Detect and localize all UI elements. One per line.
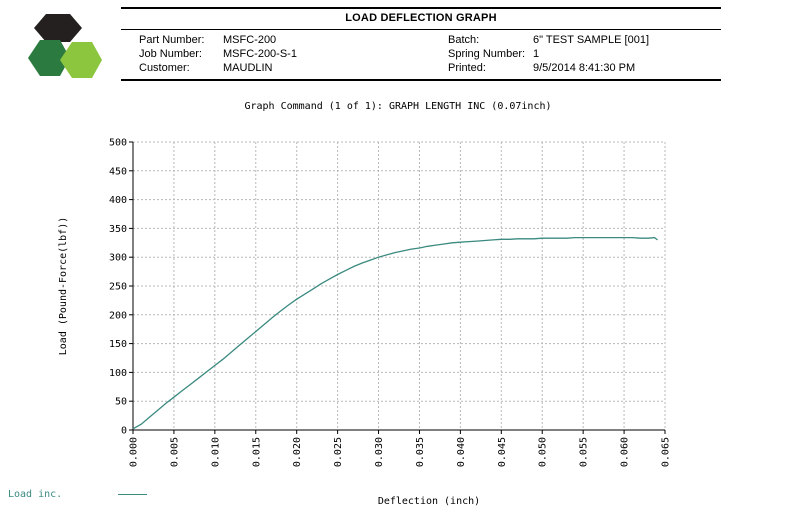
chart-axes — [129, 141, 666, 434]
title-divider — [121, 29, 721, 30]
y-tick-label: 300 — [109, 253, 127, 264]
x-tick-label: 0.040 — [456, 437, 467, 467]
batch-row: Batch: 6" TEST SAMPLE [001] — [448, 33, 718, 47]
logo-lime-hexagon — [60, 42, 102, 78]
y-tick-label: 150 — [109, 339, 127, 350]
y-axis-title: Load (Pound-Force(lbf)) — [58, 217, 69, 355]
x-tick-label: 0.065 — [661, 437, 672, 467]
y-tick-label: 500 — [109, 138, 127, 149]
report-title: LOAD DEFLECTION GRAPH — [345, 12, 497, 24]
series-line-load-inc — [132, 236, 658, 430]
y-tick-label: 200 — [109, 310, 127, 321]
job-number-value: MSFC-200-S-1 — [223, 48, 297, 60]
customer-label: Customer: — [139, 62, 190, 74]
y-tick-label: 100 — [109, 368, 127, 379]
x-axis-title: Deflection (inch) — [378, 496, 480, 507]
y-tick-label: 50 — [115, 397, 127, 408]
logo-dark-hexagon — [34, 14, 82, 42]
legend-series-swatch — [118, 494, 147, 495]
part-number-row: Part Number: MSFC-200 — [139, 33, 439, 47]
customer-value: MAUDLIN — [223, 62, 273, 74]
spring-number-row: Spring Number: 1 — [448, 47, 718, 61]
x-tick-label: 0.020 — [292, 437, 303, 467]
logo-green-hexagon — [28, 40, 70, 76]
customer-row: Customer: MAUDLIN — [139, 61, 439, 75]
x-tick-label: 0.015 — [251, 437, 262, 467]
job-number-row: Job Number: MSFC-200-S-1 — [139, 47, 439, 61]
company-logo — [28, 14, 102, 78]
x-tick-label: 0.010 — [210, 437, 221, 467]
y-tick-label: 400 — [109, 195, 127, 206]
part-number-label: Part Number: — [139, 34, 205, 46]
report-header: LOAD DEFLECTION GRAPH Part Number: MSFC-… — [121, 7, 721, 81]
x-tick-label: 0.025 — [333, 437, 344, 467]
x-tick-label: 0.045 — [497, 437, 508, 467]
legend-series-label: Load inc. — [8, 489, 63, 500]
x-tick-label: 0.060 — [620, 437, 631, 467]
chart-labels: 0.000 0.005 0.010 0.015 0.020 0.025 0.030 0.035… — [58, 138, 672, 508]
spring-number-value: 1 — [533, 48, 540, 60]
chart-grid — [133, 141, 666, 430]
part-number-value: MSFC-200 — [223, 34, 277, 46]
spring-number-label: Spring Number: — [448, 48, 526, 60]
batch-value: 6" TEST SAMPLE [001] — [533, 34, 649, 46]
x-tick-label: 0.055 — [579, 437, 590, 467]
y-tick-label: 0 — [121, 426, 127, 437]
printed-label: Printed: — [448, 62, 486, 74]
x-tick-label: 0.000 — [129, 437, 140, 467]
job-number-label: Job Number: — [139, 48, 202, 60]
y-tick-label: 450 — [109, 166, 127, 177]
x-tick-label: 0.030 — [374, 437, 385, 467]
printed-row: Printed: 9/5/2014 8:41:30 PM — [448, 61, 718, 75]
y-tick-label: 350 — [109, 224, 127, 235]
x-tick-label: 0.005 — [169, 437, 180, 467]
x-tick-label: 0.050 — [538, 437, 549, 467]
printed-value: 9/5/2014 8:41:30 PM — [533, 62, 636, 74]
chart-series — [132, 236, 658, 430]
chart-title: Graph Command (1 of 1): GRAPH LENGTH INC… — [244, 101, 552, 112]
x-tick-label: 0.035 — [415, 437, 426, 467]
y-tick-label: 250 — [109, 282, 127, 293]
batch-label: Batch: — [448, 34, 480, 46]
